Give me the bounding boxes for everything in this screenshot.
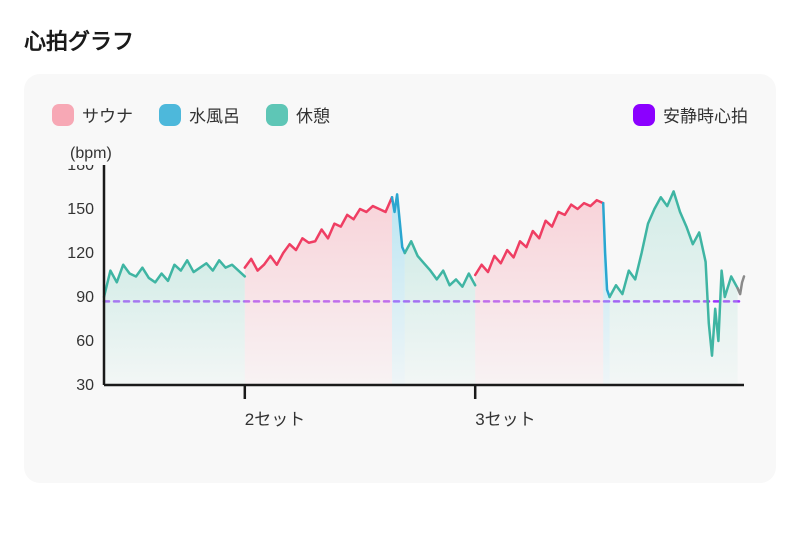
heart-rate-chart: 30 60 90 120 150 180 2セット 3セット xyxy=(52,165,748,455)
swatch-resting xyxy=(633,104,655,126)
legend-item-sauna: サウナ xyxy=(52,102,133,127)
segment-fill-sauna xyxy=(245,197,392,385)
legend: サウナ 水風呂 休憩 安静時心拍 xyxy=(52,102,748,127)
segment-fill-rest xyxy=(610,191,738,385)
y-tick-label: 120 xyxy=(67,245,94,262)
y-axis-unit: (bpm) xyxy=(70,145,748,163)
legend-label-resting: 安静時心拍 xyxy=(663,102,748,127)
y-tick-label: 30 xyxy=(76,377,94,394)
chart-svg: 30 60 90 120 150 180 2セット 3セット xyxy=(52,165,748,455)
legend-item-resting: 安静時心拍 xyxy=(633,102,748,127)
swatch-cold xyxy=(159,104,181,126)
page-title: 心拍グラフ xyxy=(24,24,776,56)
segment-fill-cold xyxy=(392,194,405,385)
swatch-sauna xyxy=(52,104,74,126)
y-tick-label: 150 xyxy=(67,201,94,218)
legend-label-sauna: サウナ xyxy=(82,102,133,127)
legend-item-rest: 休憩 xyxy=(266,102,330,127)
x-tick-label: 2セット xyxy=(245,410,305,429)
segment-fill-rest xyxy=(405,241,475,385)
y-tick-label: 90 xyxy=(76,289,94,306)
segment-fill-sauna xyxy=(475,200,603,385)
segment-fill-rest xyxy=(104,260,245,385)
swatch-rest xyxy=(266,104,288,126)
legend-item-cold: 水風呂 xyxy=(159,102,240,127)
legend-label-cold: 水風呂 xyxy=(189,102,240,127)
y-tick-label: 180 xyxy=(67,165,94,174)
segment-line-tail xyxy=(738,276,744,294)
legend-label-rest: 休憩 xyxy=(296,102,330,127)
x-tick-label: 3セット xyxy=(475,410,535,429)
y-tick-label: 60 xyxy=(76,333,94,350)
chart-card: サウナ 水風呂 休憩 安静時心拍 (bpm) 30 60 90 120 150 180 2セ… xyxy=(24,74,776,483)
